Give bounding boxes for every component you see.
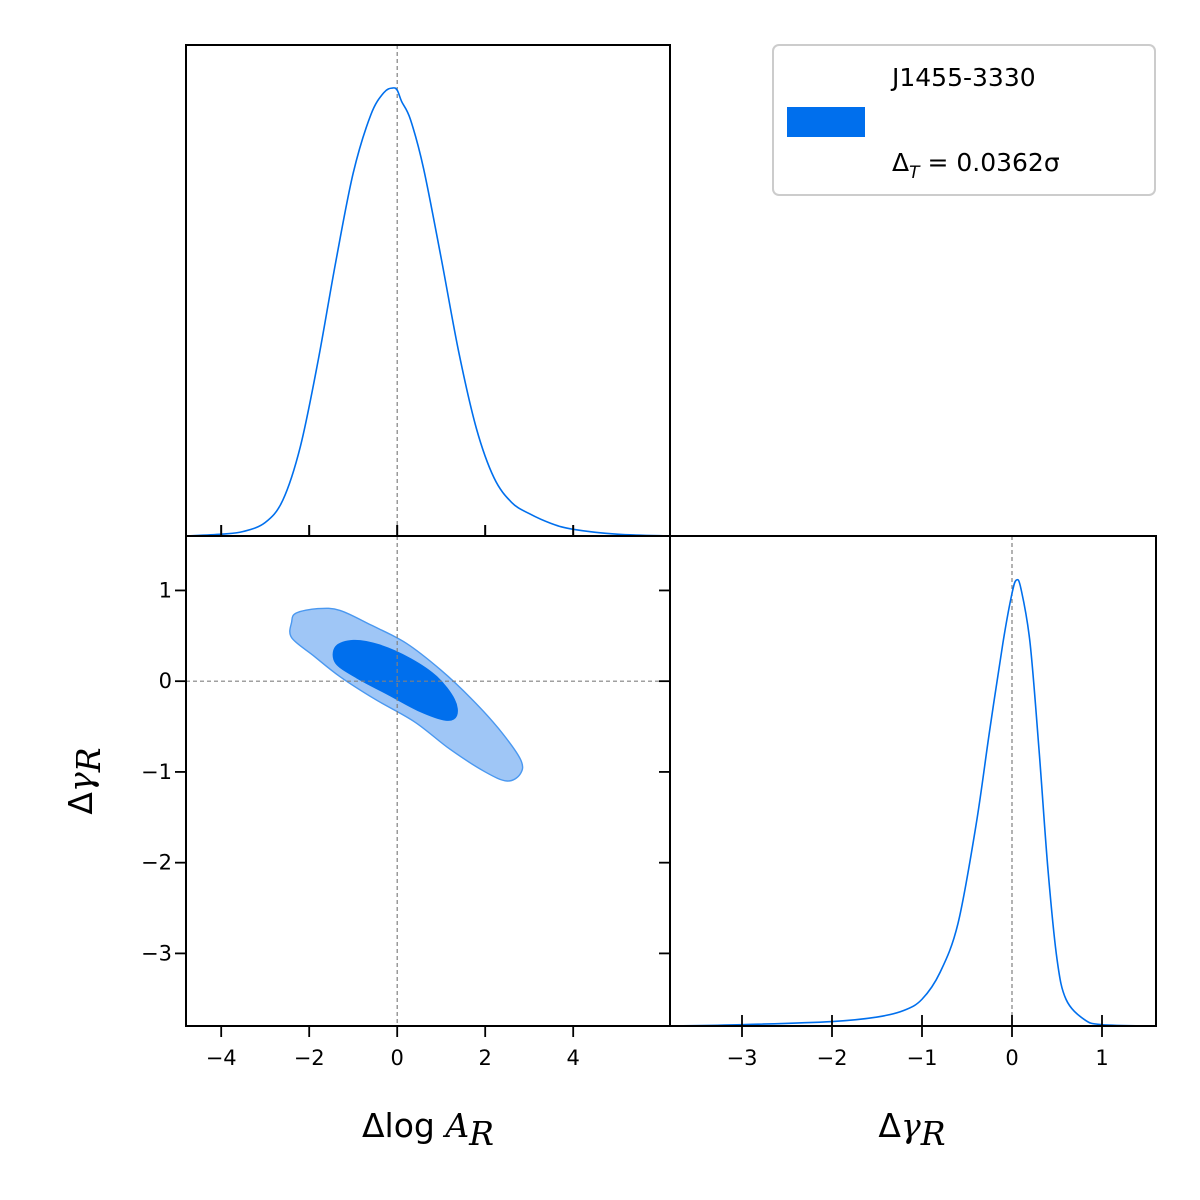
x-tick-label-logA: 4 [567,1046,580,1070]
legend-frame [772,44,1156,196]
legend-swatch [787,107,865,137]
x-tick-label-gamma: −1 [907,1046,938,1070]
y-tick-label-gamma: −1 [141,760,172,784]
y-tick-label-gamma: 0 [159,669,172,693]
x-tick-labels-gamma: −3 −2 −1 0 1 [727,1046,1109,1070]
frame-marginal-gamma [669,535,1157,1027]
legend: J1455-3330 ΔT = 0.0362σ [772,44,1156,196]
joint-panel: −4 −2 0 2 4 −3 −2 −1 0 1 [141,525,671,1070]
x-tick-label-gamma: 0 [1005,1046,1018,1070]
x-tick-label-logA: 2 [479,1046,492,1070]
x-tick-labels-logA: −4 −2 0 2 4 [206,1046,580,1070]
marginal-panel-gamma: −3 −2 −1 0 1 [669,535,1157,1070]
legend-label: J1455-3330 [890,63,1036,92]
x-tick-label-logA: 0 [391,1046,404,1070]
y-tick-label-gamma: −2 [141,851,172,875]
contour-68-percent [332,639,458,721]
legend-sublabel: ΔT = 0.0362σ [892,148,1060,183]
y-axis-label-gamma: ΔγR [61,747,108,814]
y-tick-labels-gamma: −3 −2 −1 0 1 [141,578,172,965]
x-axis-label-gamma: ΔγR [878,1106,945,1153]
x-tick-label-logA: −2 [294,1046,325,1070]
x-tick-label-gamma: −2 [817,1046,848,1070]
x-tick-label-gamma: 1 [1095,1046,1108,1070]
y-tick-label-gamma: 1 [159,578,172,602]
x-tick-label-gamma: −3 [727,1046,758,1070]
ticks-marginal-gamma [741,1015,1103,1037]
y-tick-label-gamma: −3 [141,941,172,965]
marginal-curve-logA [185,87,671,537]
x-axis-label-logA: Δlog AR [362,1106,494,1153]
ticks-joint [175,525,670,1037]
marginal-curve-gamma [669,578,1157,1027]
x-tick-label-logA: −4 [206,1046,237,1070]
